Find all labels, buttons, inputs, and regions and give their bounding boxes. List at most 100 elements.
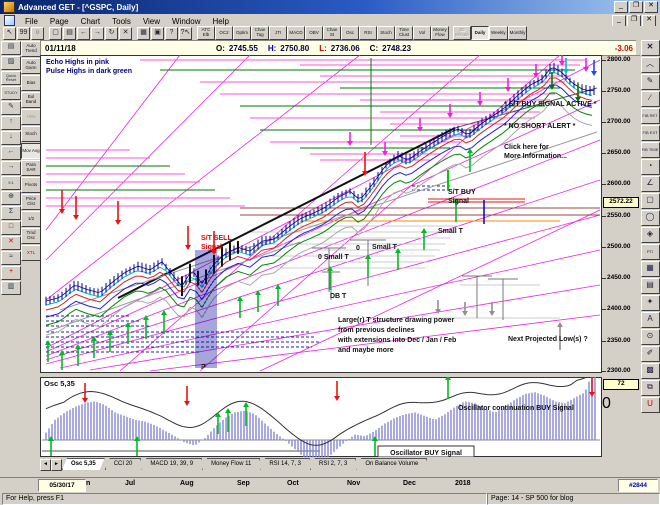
price-chart[interactable]: Echo Highs in pink Pulse Highs in dark gr…	[40, 55, 602, 373]
print-icon[interactable]: ▣	[151, 26, 164, 40]
palette-para-sar[interactable]: Para SAR	[21, 160, 41, 176]
gem-tool-button[interactable]: ◈	[640, 227, 660, 243]
palette-stoch[interactable]: Stoch	[21, 126, 41, 142]
scroll-right-button[interactable]: →	[1, 161, 21, 175]
menu-view[interactable]: View	[142, 17, 161, 26]
study-vol[interactable]: Vol	[413, 26, 431, 40]
pencil-tool-button[interactable]: ✎	[640, 74, 660, 90]
timeframe-daily[interactable]: Daily	[471, 26, 489, 40]
palette-pivots[interactable]: Pivots	[21, 177, 41, 193]
refresh-icon[interactable]: ↻	[105, 26, 118, 40]
menu-tools[interactable]: Tools	[112, 17, 131, 26]
timeframe-60-minute[interactable]: 60 Minute	[453, 26, 471, 40]
fib-retracement-button[interactable]: FIB RET	[640, 108, 660, 124]
help-icon[interactable]: ?	[165, 26, 178, 40]
prev-page-icon[interactable]: ←	[77, 26, 90, 40]
crosshair-button[interactable]: +	[1, 266, 21, 280]
ellipse-mob-button[interactable]: ◯	[640, 210, 660, 226]
study-stoch[interactable]: Stoch	[377, 26, 395, 40]
trendlines-button[interactable]: ∕	[640, 91, 660, 107]
tab-next-button[interactable]: ►	[51, 459, 62, 471]
box-tool-button[interactable]: ▢	[640, 193, 660, 209]
delete-icon[interactable]: ✕	[119, 26, 132, 40]
next-page-icon[interactable]: →	[91, 26, 104, 40]
quick-reset-button[interactable]: Quick Reset	[1, 71, 21, 85]
timeframe-monthly[interactable]: Monthly	[507, 26, 528, 40]
palette-1-2[interactable]: 1/2	[21, 211, 41, 227]
study-rsi[interactable]: RSI	[359, 26, 377, 40]
palette-bol-band[interactable]: Bol Band	[21, 92, 41, 108]
menu-page[interactable]: Page	[49, 17, 69, 26]
menu-window[interactable]: Window	[172, 17, 201, 26]
gann-fan-button[interactable]: ∠	[640, 176, 660, 192]
study-obv[interactable]: OBV	[305, 26, 323, 40]
palette-price-clst[interactable]: Price Clst	[21, 194, 41, 210]
expand-button[interactable]: Σ	[1, 206, 21, 220]
palette-xtl[interactable]: XTL	[21, 245, 41, 261]
tab-macd-19-39-9[interactable]: MACD 19, 39, 9	[141, 458, 202, 470]
context-help-icon[interactable]: ?↖	[179, 26, 192, 40]
pti-button[interactable]: PTI	[640, 244, 660, 260]
tab-prev-button[interactable]: ◄	[40, 459, 51, 471]
dot-grid-button[interactable]: ▩	[640, 363, 660, 379]
fib-extension-button[interactable]: FIB EXT	[640, 125, 660, 141]
elliott-wave-button[interactable]: ≈	[1, 251, 21, 265]
tab-cci-20[interactable]: CCI 20	[105, 458, 142, 470]
send-chart-button[interactable]: ▥	[1, 281, 21, 295]
tab-on-balance-volume[interactable]: On Balance Volume	[356, 458, 427, 470]
titlebar-minimize-button[interactable]: _	[614, 1, 628, 13]
paint-tool-button[interactable]: ✐	[640, 346, 660, 362]
study-chan[interactable]: Chan Tag	[251, 26, 269, 40]
copy-page-button[interactable]: ⧉	[640, 380, 660, 396]
zoom-icon[interactable]: ○	[31, 26, 44, 40]
text-tool-button[interactable]: A	[640, 312, 660, 328]
palette--0-[interactable]: +0%	[21, 109, 41, 125]
study-macd[interactable]: MACD	[287, 26, 305, 40]
scroll-left-button[interactable]: ←	[1, 146, 21, 160]
start-date-box[interactable]: 05/30/17	[38, 479, 86, 492]
more-info-link[interactable]: Click here for	[504, 144, 549, 151]
new-chart-icon[interactable]: ▢	[49, 26, 62, 40]
study-osc[interactable]: Osc	[341, 26, 359, 40]
palette-auto-gann[interactable]: Auto Gann	[21, 58, 41, 74]
tab-rsi-14-7-3[interactable]: RSI 14, 7, 3	[260, 458, 310, 470]
palette-trnd-osc[interactable]: Trnd Osc	[21, 228, 41, 244]
study-atc[interactable]: ATC Elb	[197, 26, 215, 40]
compress-button[interactable]: ⊕	[1, 191, 21, 205]
scale-ratio-button[interactable]: 9:1	[1, 176, 21, 190]
study-jti[interactable]: JTI	[269, 26, 287, 40]
palette-mov-avg[interactable]: Mov Avg	[21, 143, 41, 159]
tab-osc-5-35[interactable]: Osc 5,35	[62, 458, 105, 470]
zoom-tool-button[interactable]: ⊙	[640, 329, 660, 345]
tab-rsi-2-7-3[interactable]: RSI 2, 7, 3	[310, 458, 356, 470]
layout-icon[interactable]: ▦	[137, 26, 150, 40]
template-button[interactable]: ▨	[1, 56, 21, 70]
study-optim[interactable]: Optim	[233, 26, 251, 40]
open-chart-icon[interactable]: ▤	[63, 26, 76, 40]
titlebar-restore-button[interactable]: ❐	[629, 1, 643, 13]
study-button[interactable]: STUDY	[1, 86, 21, 100]
box-select-button[interactable]: □	[1, 221, 21, 235]
undo-button[interactable]: U	[640, 397, 660, 413]
marker-tool-button[interactable]: ✦	[640, 295, 660, 311]
study-chan[interactable]: Chan St	[323, 26, 341, 40]
scroll-down-button[interactable]: ↓	[1, 131, 21, 145]
draw-tool-button[interactable]: ✎	[1, 101, 21, 115]
tab-money-flow-11[interactable]: Money Flow 11	[202, 458, 260, 470]
document-icon[interactable]	[4, 14, 15, 26]
titlebar-close-button[interactable]: ✕	[644, 1, 658, 13]
clear-studies-button[interactable]: ✕	[1, 236, 21, 250]
quotes-icon[interactable]: 99	[17, 26, 30, 40]
study-money[interactable]: Money Flow	[431, 26, 449, 40]
fib-grid-button[interactable]: ▤	[640, 278, 660, 294]
pointer-icon[interactable]: ↖	[3, 26, 16, 40]
oscillator-panel[interactable]: Oscillator continuation BUY Signal Oscill…	[40, 377, 602, 457]
timeframe-weekly[interactable]: Weekly	[489, 26, 508, 40]
scroll-up-button[interactable]: ↑	[1, 116, 21, 130]
fib-time-button[interactable]: FIB TIME	[640, 142, 660, 158]
palette-auto-trend[interactable]: Auto Trend	[21, 41, 41, 57]
menu-file[interactable]: File	[25, 17, 38, 26]
gann-circle-button[interactable]: ◔	[640, 159, 660, 175]
study-oc2[interactable]: OC2	[215, 26, 233, 40]
palette-bias[interactable]: Bias	[21, 75, 41, 91]
